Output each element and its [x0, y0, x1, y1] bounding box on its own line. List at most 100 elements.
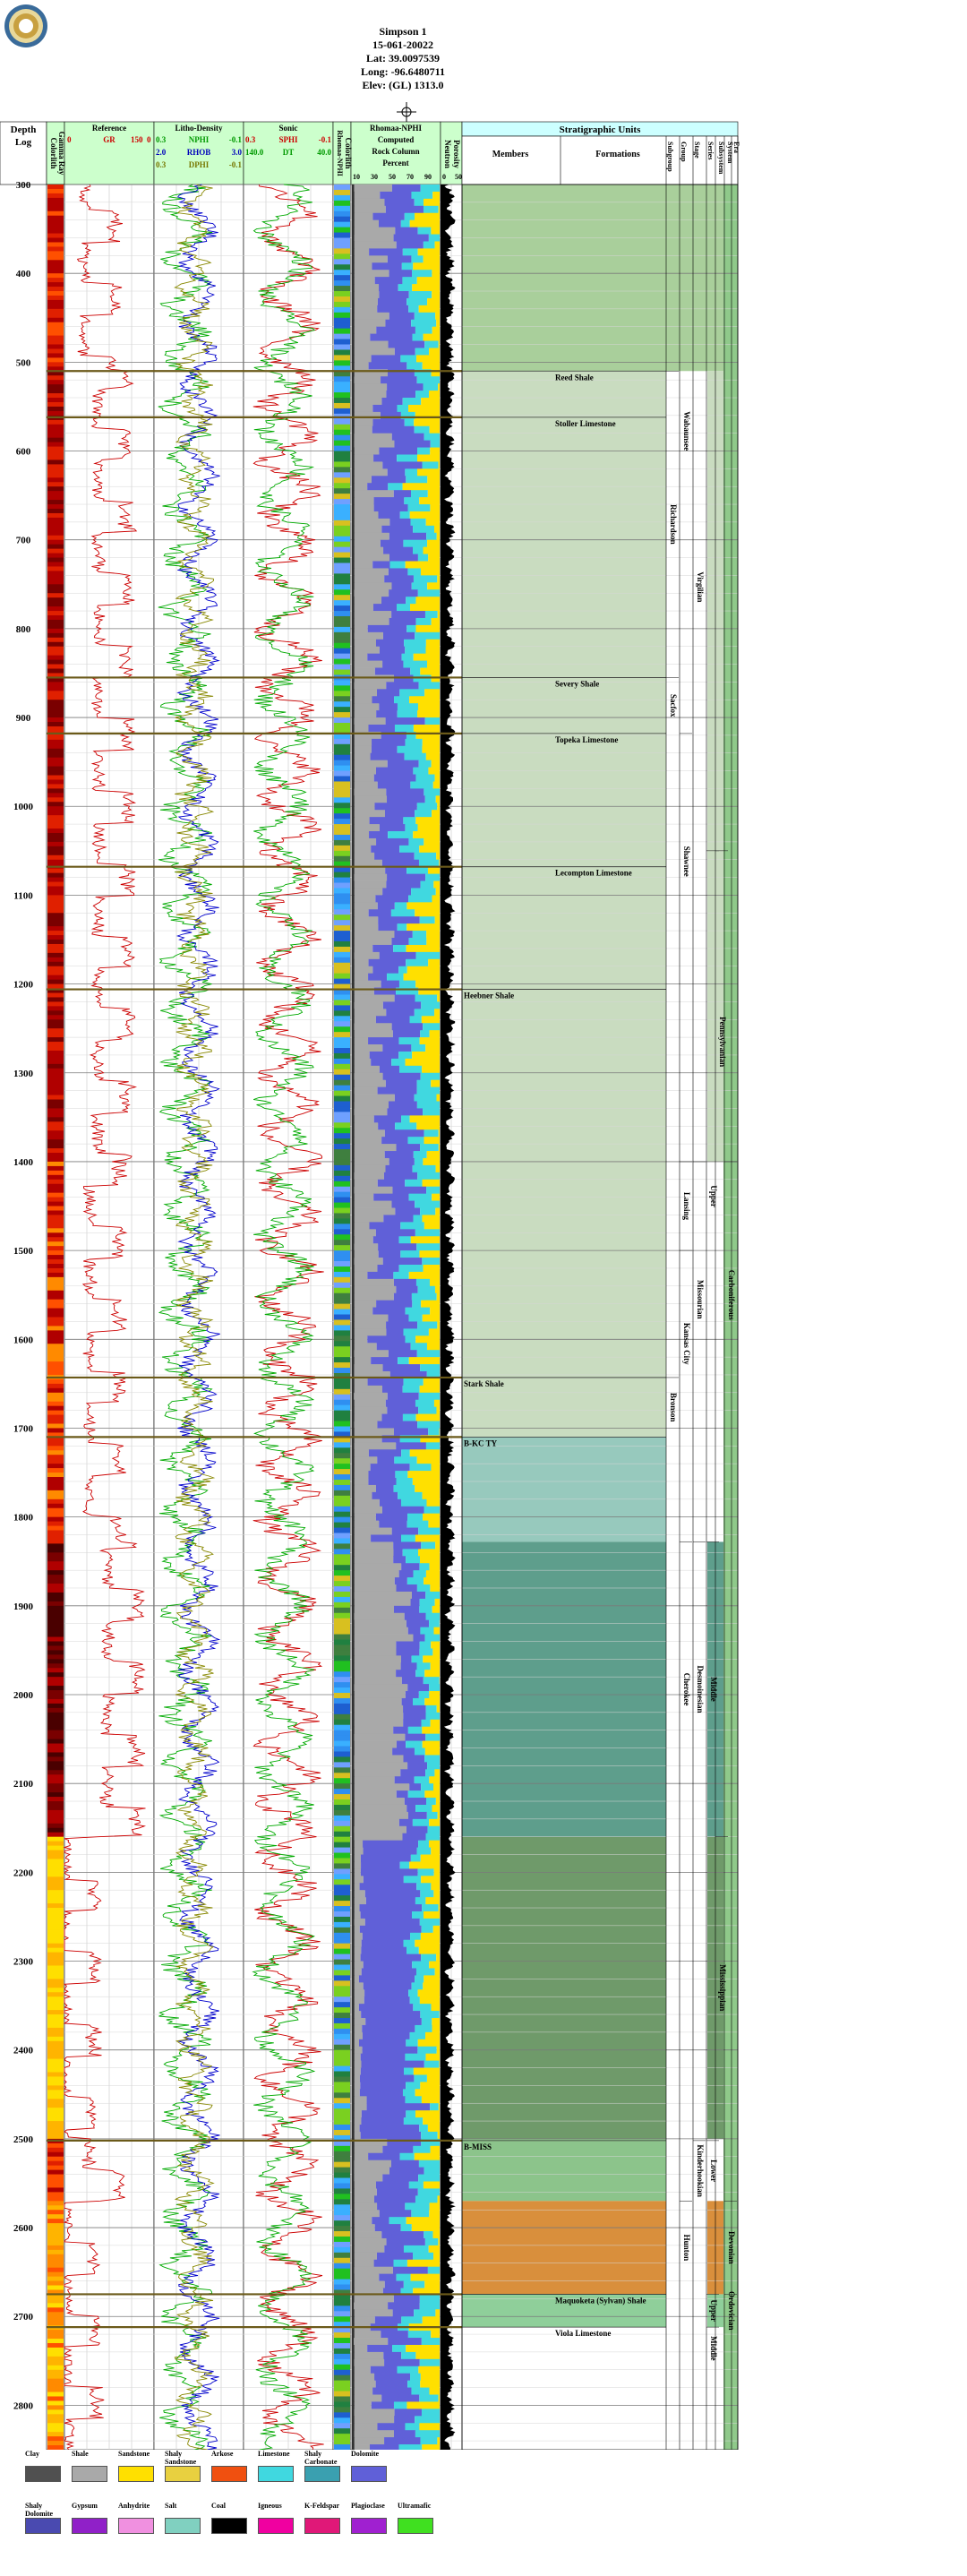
gamma-ray-band	[47, 1716, 64, 1722]
dolomite-segment	[388, 568, 408, 576]
dolomite-segment	[381, 2331, 408, 2339]
clay-segment	[352, 1321, 355, 1329]
gamma-ray-band	[47, 410, 64, 416]
limestone-segment	[396, 1478, 413, 1486]
colorlith-band	[334, 418, 350, 425]
limestone-segment	[400, 2288, 414, 2296]
limestone-segment	[406, 1556, 421, 1564]
limestone-segment	[413, 1215, 423, 1223]
colorlith-band	[334, 931, 350, 937]
limestone-segment	[418, 1406, 437, 1415]
shale-segment	[354, 2110, 362, 2118]
dolomite-segment	[393, 2430, 415, 2438]
gamma-ray-band	[47, 717, 64, 723]
limestone-segment	[421, 2018, 432, 2026]
limestone-segment	[424, 788, 440, 796]
sandstone-segment	[415, 2089, 440, 2097]
limestone-segment	[405, 1179, 423, 1188]
legend-label: Shaly Sandstone	[165, 2450, 197, 2466]
gamma-ray-band	[47, 2018, 64, 2024]
dolomite-segment	[373, 504, 408, 512]
shale-segment	[354, 2011, 362, 2019]
shale-segment	[354, 987, 374, 995]
gamma-ray-band	[47, 1326, 64, 1331]
sandstone-segment	[422, 1179, 440, 1188]
sandstone-segment	[429, 2210, 440, 2218]
colorlith-band	[334, 568, 350, 574]
formations-header: Formations	[595, 150, 640, 159]
limestone-segment	[406, 1740, 423, 1748]
clay-segment	[352, 2331, 355, 2339]
limestone-segment	[402, 1549, 419, 1557]
colorlith-band	[334, 2018, 350, 2024]
gamma-ray-band	[47, 2063, 64, 2069]
colorlith-band	[334, 1261, 350, 1267]
colorlith-band	[334, 424, 350, 431]
shale-segment	[354, 255, 388, 263]
colorlith-band	[334, 2342, 350, 2349]
legend-label: Coal	[211, 2502, 226, 2510]
limestone-segment	[418, 1691, 430, 1699]
clay-segment	[352, 1684, 355, 1692]
sphi-curve-label: SPHI	[278, 135, 298, 144]
clay-segment	[352, 1442, 355, 1450]
dolomite-segment	[361, 1939, 404, 1948]
gamma-ray-band	[47, 1215, 64, 1220]
limestone-segment	[404, 497, 420, 505]
colorlith-band	[334, 1117, 350, 1123]
gamma-ray-band	[47, 2183, 64, 2188]
dolomite-segment	[382, 660, 404, 668]
colorlith-band	[334, 1576, 350, 1582]
limestone-segment	[387, 973, 404, 982]
colorlith-band	[334, 834, 350, 841]
gamma-ray-band	[47, 237, 64, 243]
sandstone-segment	[425, 646, 440, 655]
dolomite-segment	[377, 1421, 418, 1429]
shale-segment	[354, 873, 388, 881]
dolomite-segment	[376, 2188, 418, 2196]
dolomite-segment	[359, 2074, 415, 2082]
colorlith-band	[334, 360, 350, 366]
sandstone-segment	[435, 1164, 440, 1173]
dolomite-segment	[370, 752, 405, 761]
colorlith-band	[334, 1842, 350, 1849]
limestone-segment	[397, 404, 409, 413]
clay-segment	[352, 2416, 355, 2424]
legend-item-anhydrite: Anhydrite	[118, 2502, 165, 2534]
limestone-segment	[418, 1527, 440, 1535]
sandstone-segment	[432, 2024, 440, 2033]
colorlith-band	[334, 312, 350, 319]
dolomite-segment	[394, 674, 414, 683]
limestone-segment	[429, 1619, 440, 1628]
limestone-segment	[398, 966, 407, 975]
colorlith-band	[334, 2369, 350, 2376]
sandstone-segment	[435, 888, 440, 896]
dolomite-segment	[395, 227, 418, 235]
shale-segment	[354, 1258, 383, 1266]
limestone-segment	[412, 1911, 424, 1919]
clay-segment	[352, 2338, 355, 2346]
unit-label: Desmoinesian	[696, 1665, 705, 1713]
gamma-ray-band	[47, 584, 64, 589]
clay-segment	[352, 745, 355, 754]
clay-segment	[352, 1506, 355, 1515]
gamma-ray-band	[47, 2214, 64, 2220]
colorlith-band	[334, 1655, 350, 1662]
shale-segment	[354, 1619, 406, 1628]
limestone-segment	[414, 1157, 424, 1166]
gamma-ray-band	[47, 926, 64, 932]
unit-label: Sacfox	[669, 694, 678, 717]
colorlith-band	[334, 1847, 350, 1854]
sandstone-segment	[423, 1378, 440, 1387]
gamma-ray-band	[47, 1739, 64, 1745]
clay-segment	[352, 1044, 355, 1052]
legend-swatch	[118, 2466, 154, 2482]
dolomite-segment	[361, 2060, 424, 2068]
sandstone-segment	[432, 1783, 440, 1791]
dolomite-segment	[382, 1072, 421, 1081]
sandstone-segment	[421, 1016, 440, 1024]
sandstone-segment	[425, 1044, 440, 1052]
dolomite-segment	[379, 284, 398, 292]
shale-segment	[354, 212, 373, 221]
clay-segment	[352, 1605, 355, 1614]
